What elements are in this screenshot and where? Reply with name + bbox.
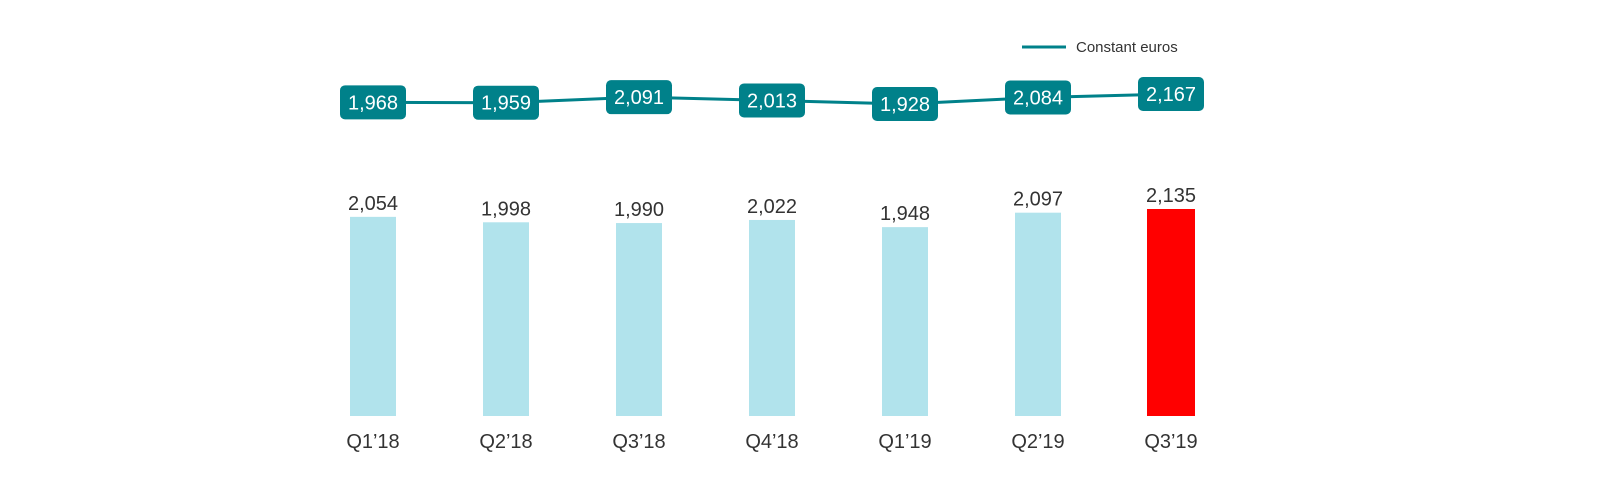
- category-label-3: Q4’18: [745, 431, 798, 453]
- bar-series: [350, 209, 1195, 416]
- bar-4: [882, 227, 928, 416]
- line-value-labels: 1,968 1,959 2,091 2,013 1,928 2,084 2,167: [340, 77, 1204, 121]
- category-label-2: Q3’18: [612, 431, 665, 453]
- bar-value-label-2: 1,990: [614, 199, 664, 221]
- category-label-6: Q3’19: [1144, 431, 1197, 453]
- category-label-4: Q1’19: [878, 431, 931, 453]
- bar-1: [483, 222, 529, 416]
- line-point-box-0: [340, 85, 406, 120]
- category-axis-labels: Q1’18 Q2’18 Q3’18 Q4’18 Q1’19 Q2’19 Q3’19: [346, 431, 1197, 453]
- line-value-label-0: 1,968: [348, 92, 398, 114]
- bar-value-label-4: 1,948: [880, 203, 930, 225]
- bar-value-labels: 2,054 1,998 1,990 2,022 1,948 2,097 2,135: [348, 185, 1196, 225]
- legend: Constant euros: [1022, 39, 1178, 56]
- line-value-label-6: 2,167: [1146, 84, 1196, 106]
- line-point-box-6: [1138, 77, 1204, 111]
- bar-value-label-1: 1,998: [481, 198, 531, 220]
- bar-3: [749, 219, 795, 416]
- line-point-box-1: [473, 85, 539, 120]
- bar-5: [1015, 212, 1061, 416]
- line-point-box-4: [872, 87, 938, 121]
- category-label-0: Q1’18: [346, 431, 399, 453]
- bar-value-label-0: 2,054: [348, 193, 398, 215]
- line-value-label-2: 2,091: [614, 87, 664, 109]
- line-value-label-1: 1,959: [481, 93, 531, 115]
- line-point-box-3: [739, 83, 805, 118]
- line-value-label-4: 1,928: [880, 94, 930, 116]
- line-value-label-5: 2,084: [1013, 87, 1063, 109]
- line-point-box-2: [606, 80, 672, 115]
- category-label-5: Q2’19: [1011, 431, 1064, 453]
- bar-6: [1147, 209, 1195, 416]
- line-point-box-5: [1005, 80, 1071, 115]
- legend-label-constant-euros: Constant euros: [1076, 39, 1178, 56]
- bar-2: [616, 223, 662, 416]
- bar-0: [350, 216, 396, 416]
- bar-value-label-3: 2,022: [747, 196, 797, 218]
- category-label-1: Q2’18: [479, 431, 532, 453]
- line-value-label-3: 2,013: [747, 90, 797, 112]
- bar-value-label-5: 2,097: [1013, 189, 1063, 211]
- bar-value-label-6: 2,135: [1146, 185, 1196, 207]
